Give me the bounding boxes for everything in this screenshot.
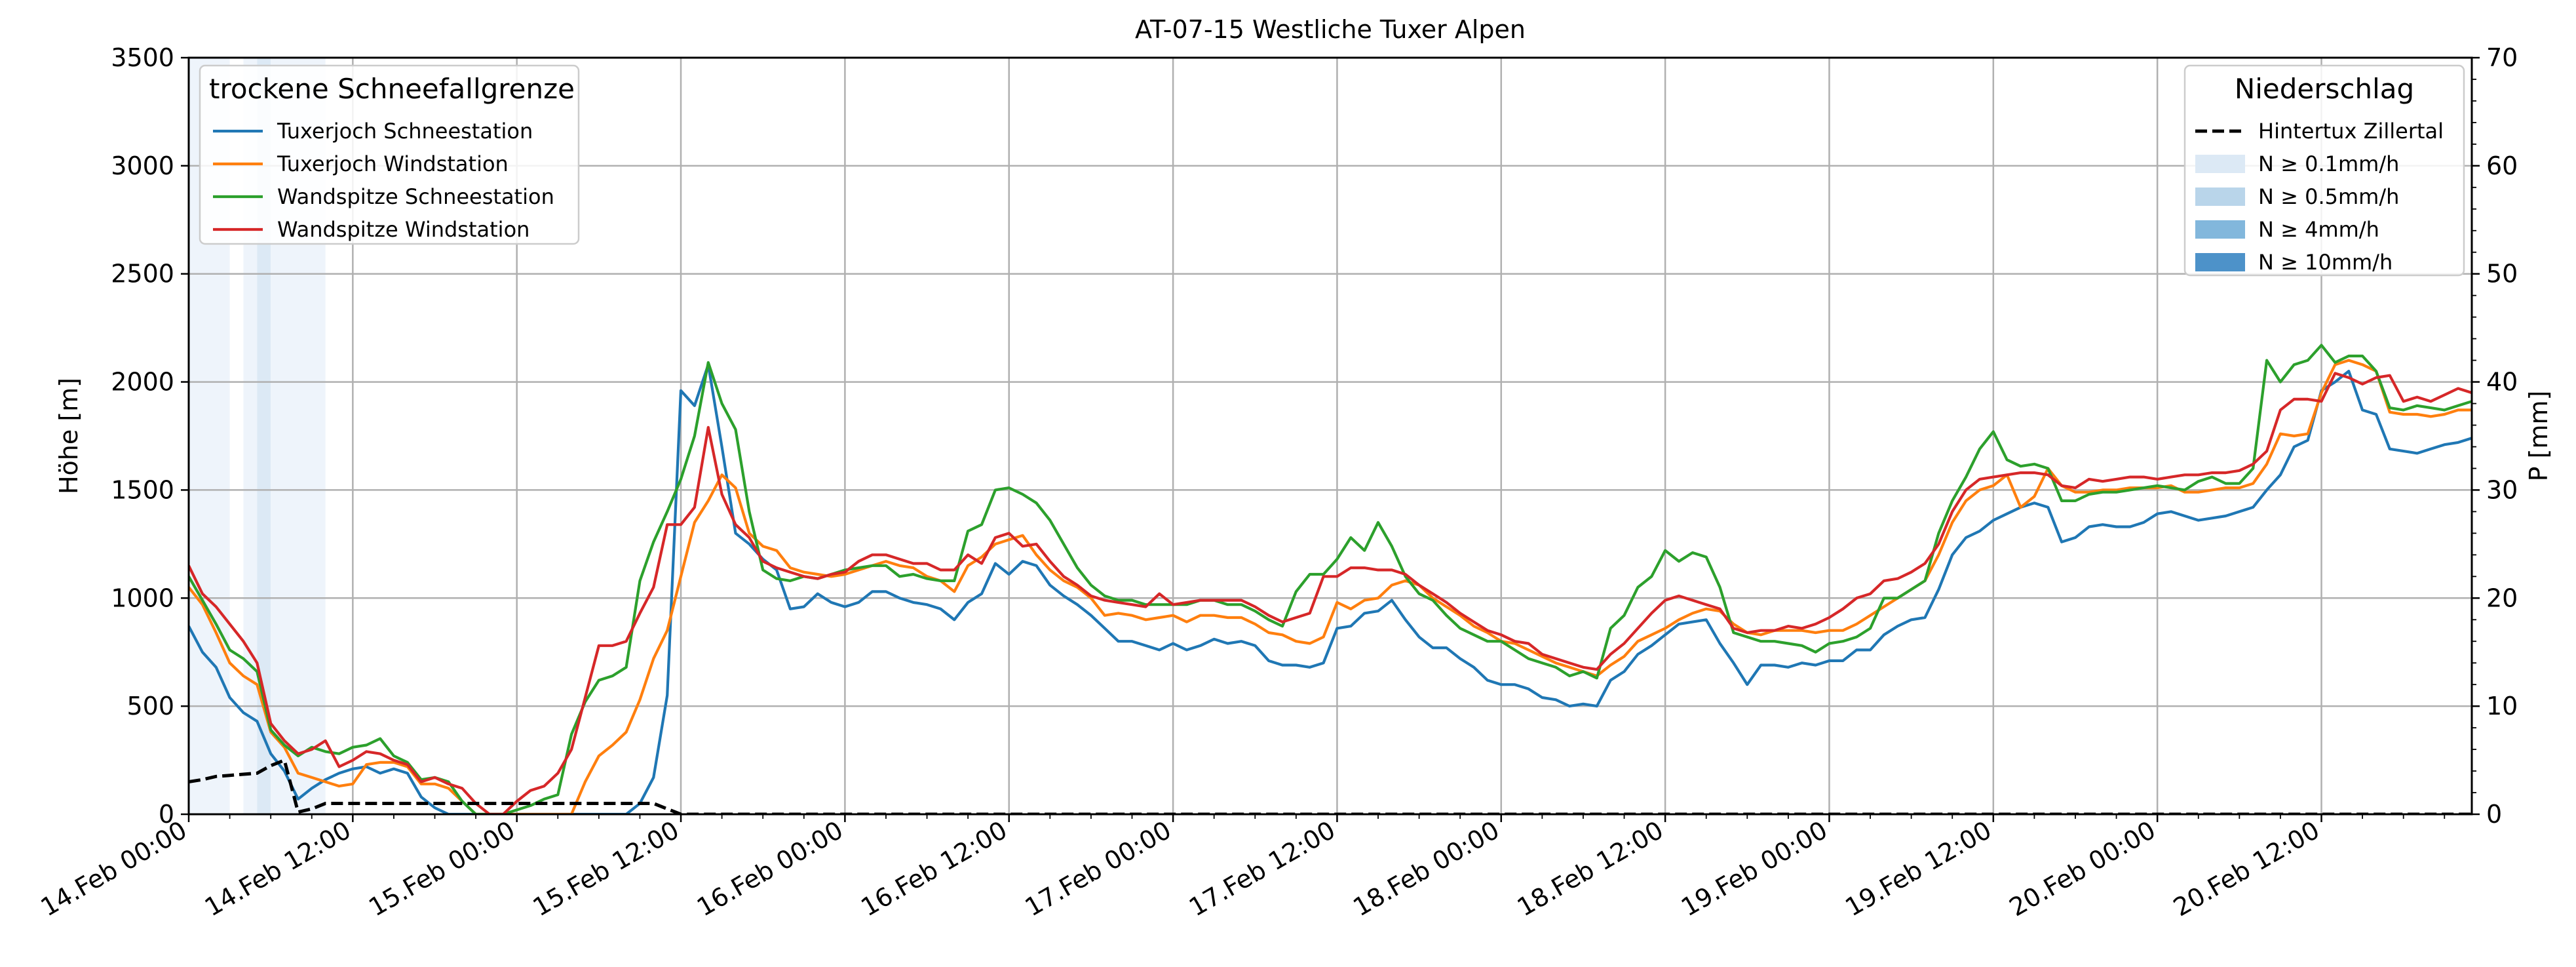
series-line-4 xyxy=(189,372,2472,814)
precip-band xyxy=(243,58,258,814)
legend-label: N ≥ 10mm/h xyxy=(2258,250,2393,275)
series-line-3 xyxy=(189,344,2472,814)
series-line-2 xyxy=(189,359,2472,814)
legend-title: Niederschlag xyxy=(2235,73,2414,105)
legend-patch xyxy=(2195,155,2245,173)
y-tick-label: 3500 xyxy=(111,43,174,72)
y-axis-right-label: P [mm] xyxy=(2524,391,2553,482)
chart-title: AT-07-15 Westliche Tuxer Alpen xyxy=(1135,15,1526,44)
y-right-tick-label: 70 xyxy=(2486,43,2518,72)
y-tick-label: 2500 xyxy=(111,260,174,288)
series-layer xyxy=(189,344,2472,814)
legend-label: Tuxerjoch Windstation xyxy=(277,151,509,176)
legend-patch xyxy=(2195,253,2245,271)
legend-frame xyxy=(2183,64,2465,277)
legend-precipitation: Niederschlag Hintertux Zillertal N ≥ 0.1mm… xyxy=(2183,64,2465,277)
legend-label: Wandspitze Schneestation xyxy=(277,184,554,209)
legend-patch xyxy=(2195,220,2245,239)
series-line-1 xyxy=(189,363,2472,814)
y-right-tick-label: 0 xyxy=(2486,800,2502,829)
legend-title: trockene Schneefallgrenze xyxy=(209,73,575,105)
legend-snowline: trockene Schneefallgrenze Tuxerjoch Schne… xyxy=(199,64,580,245)
legend-label: N ≥ 4mm/h xyxy=(2258,217,2379,242)
precip-band xyxy=(257,58,271,814)
y-tick-label: 1000 xyxy=(111,583,174,612)
y-tick-label: 3000 xyxy=(111,151,174,180)
legend-patch xyxy=(2195,187,2245,206)
y-right-tick-label: 40 xyxy=(2486,368,2518,397)
axes xyxy=(187,56,2473,816)
legend-frame xyxy=(199,64,580,245)
legend-label: N ≥ 0.5mm/h xyxy=(2258,184,2399,209)
y-right-tick-label: 60 xyxy=(2486,151,2518,180)
legend-label: Tuxerjoch Schneestation xyxy=(277,119,533,144)
y-right-tick-label: 50 xyxy=(2486,260,2518,288)
y-right-tick-label: 20 xyxy=(2486,583,2518,612)
legend-label: N ≥ 0.1mm/h xyxy=(2258,151,2399,176)
y-right-tick-label: 30 xyxy=(2486,475,2518,504)
y-axis-label: Höhe [m] xyxy=(54,378,83,494)
legend-label: Hintertux Zillertal xyxy=(2258,119,2444,144)
y-tick-label: 0 xyxy=(159,800,174,829)
y-right-tick-label: 10 xyxy=(2486,692,2518,720)
y-tick-label: 2000 xyxy=(111,368,174,397)
y-tick-label: 500 xyxy=(126,692,174,720)
precip-line-hintertux xyxy=(189,758,2472,814)
plot-frame xyxy=(187,56,2473,816)
legend-label: Wandspitze Windstation xyxy=(277,217,529,242)
y-tick-label: 1500 xyxy=(111,475,174,504)
